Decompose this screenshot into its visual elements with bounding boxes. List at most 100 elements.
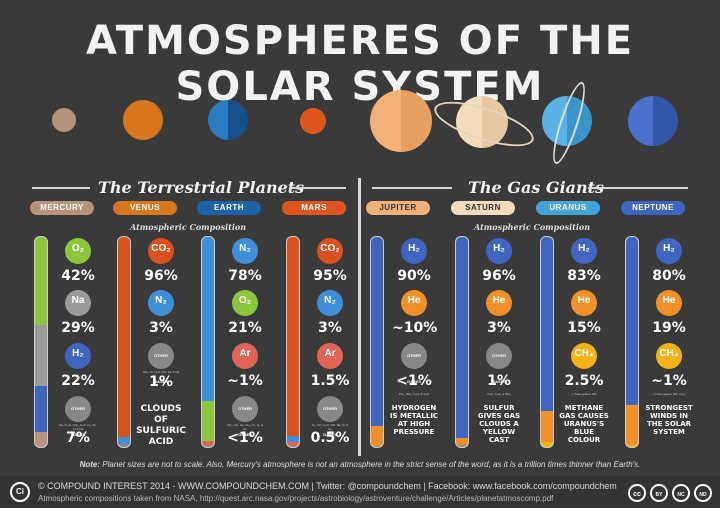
planet-venus (123, 100, 163, 140)
n2-molecule: N₂ (148, 290, 174, 316)
uranus-note: METHANE GAS CAUSES URANUS'S BLUE COLOUR (559, 404, 609, 444)
na-molecule: Na (65, 290, 91, 316)
venus-n2-percent: 3% (149, 320, 173, 336)
footer-credits: © COMPOUND INTEREST 2014 - WWW.COMPOUNDC… (38, 481, 617, 491)
other-gases-molecule: OTHER GASES (148, 343, 174, 384)
badge-mars: MARS (282, 201, 346, 215)
mars-ar-percent: 1.5% (310, 373, 350, 389)
other-gases-molecule: OTHER GASES (401, 343, 427, 384)
badge-neptune: NEPTUNE (621, 201, 685, 215)
planet-jupiter (370, 90, 432, 152)
neptune-note: STRONGEST WINDS IN THE SOLAR SYSTEM (645, 404, 693, 436)
neptune-ch4-percent: ~1% (651, 373, 687, 389)
divider-line (32, 187, 90, 189)
composition-label-gas: Atmospheric Composition (474, 222, 591, 232)
he-molecule: He (656, 290, 682, 316)
venus-note: CLOUDS OF SULFURIC ACID (136, 404, 186, 447)
venus-other-detail: SO₂, Ar, H₂O, CO, He & Ne (142, 370, 180, 374)
ch4-molecule: CH₄ (656, 343, 682, 369)
earth-ar-percent: ~1% (227, 373, 263, 389)
saturn-h2-percent: 96% (482, 268, 516, 284)
jupiter-h2-percent: 90% (397, 268, 431, 284)
planet-mercury (52, 108, 76, 132)
divider-line (372, 187, 452, 189)
saturn-note: SULFUR GIVES GAS CLOUDS A YELLOW CAST (477, 404, 521, 444)
mercury-o2-percent: 42% (61, 268, 95, 284)
divider-line (290, 187, 346, 189)
planet-mars (300, 108, 326, 134)
o2-molecule: O₂ (232, 290, 258, 316)
neptune-trace: + Trace gases: HD, C₂H₆ (652, 392, 686, 396)
ar-molecule: Ar (317, 343, 343, 369)
neptune-h2-percent: 80% (652, 268, 686, 284)
jupiter-other-detail: CH₄, NH₃, C₂H₆ & H₂O (398, 392, 430, 396)
saturn-other-detail: CH₄, C₂H₆ & NH₃ (487, 392, 511, 396)
badge-venus: VENUS (113, 201, 177, 215)
h2-molecule: H₂ (401, 238, 427, 264)
jupiter-tube (370, 236, 384, 448)
mars-other-percent: 0.5% (310, 430, 350, 446)
mercury-other-detail: He, K, Ar, CO₂, H₂O, N₂, Xe, Kr & Ne (59, 423, 97, 431)
venus-other-percent: 1% (149, 374, 173, 390)
footer (0, 476, 720, 508)
uranus-ch4-percent: 2.5% (564, 373, 604, 389)
saturn-other-percent: 1% (487, 373, 511, 389)
other-gases-molecule: OTHER GASES (232, 396, 258, 437)
ar-molecule: Ar (232, 343, 258, 369)
uranus-trace: + Trace gases: HD (571, 392, 597, 396)
cc-nd-icon: ND (694, 484, 712, 502)
cc-by-icon: BY (650, 484, 668, 502)
badge-jupiter: JUPITER (366, 201, 430, 215)
badge-uranus: URANUS (536, 201, 600, 215)
other-gases-molecule: OTHER GASES (317, 396, 343, 437)
jupiter-other-percent: <1% (396, 373, 432, 389)
saturn-tube (455, 236, 469, 448)
mars-co2-percent: 95% (313, 268, 347, 284)
footnote: Note: Planet sizes are not to scale. Als… (0, 460, 720, 469)
terrestrial-heading: The Terrestrial Planets (98, 178, 305, 197)
neptune-tube (625, 236, 639, 448)
o2-molecule: O₂ (65, 238, 91, 264)
mercury-h2-percent: 22% (61, 373, 95, 389)
badge-mercury: MERCURY (30, 201, 94, 215)
compound-interest-logo: Ci (10, 482, 30, 502)
he-molecule: He (486, 290, 512, 316)
uranus-tube (540, 236, 554, 448)
ch4-molecule: CH₄ (571, 343, 597, 369)
mercury-na-percent: 29% (61, 320, 95, 336)
divider-line (588, 187, 688, 189)
earth-o2-percent: 21% (228, 320, 262, 336)
mars-other-detail: O₂, CO, H₂O, NO, Ne, Kr & Xe (311, 423, 349, 431)
co2-molecule: CO₂ (148, 238, 174, 264)
jupiter-he-percent: ~10% (392, 320, 438, 336)
mercury-other-percent: 7% (66, 430, 90, 446)
saturn-he-percent: 3% (487, 320, 511, 336)
section-divider (358, 178, 361, 456)
h2-molecule: H₂ (486, 238, 512, 264)
mars-tube (286, 236, 300, 448)
earth-tube (201, 236, 215, 448)
earth-other-percent: <1% (227, 430, 263, 446)
n2-molecule: N₂ (232, 238, 258, 264)
neptune-he-percent: 19% (652, 320, 686, 336)
mercury-tube (34, 236, 48, 448)
venus-tube (117, 236, 131, 448)
other-gases-molecule: OTHER GASES (65, 396, 91, 437)
planet-saturn (456, 96, 508, 148)
h2-molecule: H₂ (571, 238, 597, 264)
page-title: ATMOSPHERES OF THE SOLAR SYSTEM (85, 18, 635, 110)
badge-saturn: SATURN (451, 201, 515, 215)
note-label: Note: (79, 460, 101, 469)
gas-giants-heading: The Gas Giants (468, 178, 605, 197)
h2-molecule: H₂ (656, 238, 682, 264)
venus-co2-percent: 96% (144, 268, 178, 284)
he-molecule: He (571, 290, 597, 316)
h2-molecule: H₂ (65, 343, 91, 369)
mars-n2-percent: 3% (318, 320, 342, 336)
he-molecule: He (401, 290, 427, 316)
composition-label-terrestrial: Atmospheric Composition (130, 222, 247, 232)
planet-neptune (628, 96, 678, 146)
other-gases-molecule: OTHER GASES (486, 343, 512, 384)
cc-license-icon: cc (628, 484, 646, 502)
earth-n2-percent: 78% (228, 268, 262, 284)
